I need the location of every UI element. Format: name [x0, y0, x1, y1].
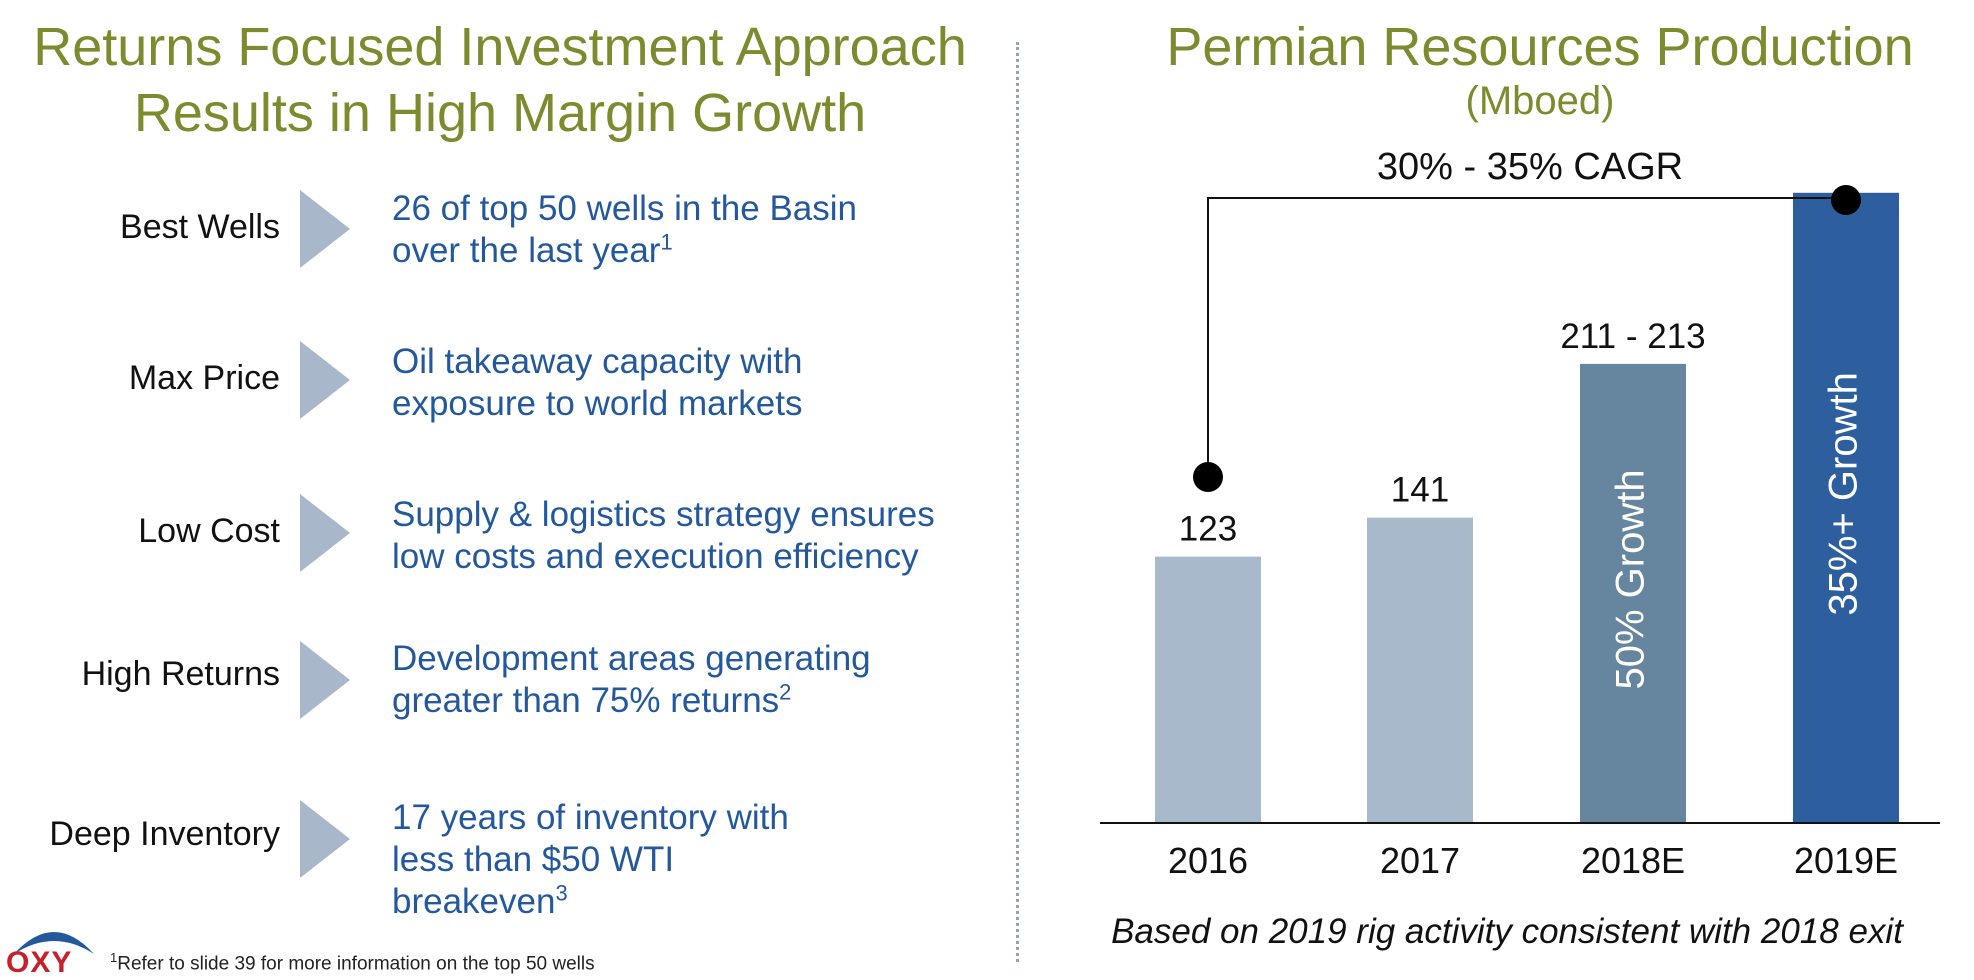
- arrow-icon: [300, 494, 350, 572]
- row-text-line: Oil takeaway capacity with: [392, 342, 803, 381]
- row-label-best-wells: Best Wells: [120, 208, 280, 246]
- footnote: 1Refer to slide 39 for more information …: [110, 950, 595, 975]
- arrow-icon: [300, 190, 350, 268]
- footnote-marker: 3: [555, 880, 568, 906]
- data-label: 211 - 213: [1560, 317, 1705, 356]
- chart-title: Permian Resources Production: [1166, 17, 1914, 77]
- cagr-bracket-line: [1207, 197, 1832, 477]
- row-text-max-price: Oil takeaway capacity with exposure to w…: [392, 341, 802, 425]
- row-label-deep-inventory: Deep Inventory: [49, 815, 280, 853]
- row-text-line: 17 years of inventory with: [392, 798, 789, 837]
- data-label: 123: [1179, 510, 1237, 549]
- footnote-marker: 1: [110, 950, 118, 965]
- row-text-high-returns: Development areas generating greater tha…: [392, 638, 871, 722]
- bracket-dot-start: [1193, 462, 1223, 492]
- row-text-line-content: breakeven: [392, 882, 556, 921]
- row-text-line: 26 of top 50 wells in the Basin: [392, 189, 858, 228]
- arrow-icon: [300, 341, 350, 419]
- row-text-line: over the last year1: [392, 230, 857, 272]
- footnote-marker: 1: [660, 229, 673, 255]
- row-text-line: exposure to world markets: [392, 384, 803, 423]
- cagr-annotation: 30% - 35% CAGR: [1376, 146, 1684, 188]
- row-text-line: greater than 75% returns2: [392, 680, 871, 722]
- arrow-icon: [300, 641, 350, 719]
- row-text-line: Development areas generating: [392, 639, 871, 678]
- logo-text: OXY: [6, 946, 73, 979]
- row-text-deep-inventory: 17 years of inventory with less than $50…: [392, 797, 789, 923]
- row-label-max-price: Max Price: [128, 359, 280, 397]
- bracket-dot-end: [1831, 185, 1861, 215]
- bar-2017: [1367, 517, 1473, 823]
- data-label: 141: [1391, 471, 1449, 510]
- row-text-best-wells: 26 of top 50 wells in the Basin over the…: [392, 188, 857, 272]
- row-label-high-returns: High Returns: [81, 655, 280, 693]
- x-tick-label: 2018E: [1581, 840, 1685, 881]
- row-text-line: less than $50 WTI: [392, 840, 675, 879]
- chart-subtitle: (Mboed): [1465, 79, 1615, 123]
- row-text-line: low costs and execution efficiency: [392, 537, 919, 576]
- footnote-text: Refer to slide 39 for more information o…: [117, 953, 595, 975]
- panel-divider: [1016, 42, 1019, 962]
- row-text-line: Supply & logistics strategy ensures: [392, 495, 935, 534]
- footnote-marker: 2: [779, 679, 792, 705]
- chart-footnote: Based on 2019 rig activity consistent wi…: [1111, 912, 1903, 951]
- row-text-line-content: greater than 75% returns: [392, 681, 780, 720]
- left-title: Returns Focused Investment Approach Resu…: [0, 14, 1000, 146]
- bar-annotation: 35%+ Growth: [1822, 372, 1866, 615]
- x-tick-label: 2017: [1380, 840, 1460, 881]
- oxy-logo-icon: [14, 932, 94, 954]
- row-text-line: breakeven3: [392, 881, 789, 923]
- bar-annotation: 50% Growth: [1609, 469, 1653, 689]
- left-title-line1: Returns Focused Investment Approach: [33, 17, 967, 77]
- bar-2018E: [1580, 363, 1686, 823]
- row-text-low-cost: Supply & logistics strategy ensures low …: [392, 494, 935, 578]
- x-tick-label: 2016: [1168, 840, 1248, 881]
- bar-2016: [1155, 556, 1261, 823]
- bar-2019E: [1793, 192, 1899, 824]
- row-label-low-cost: Low Cost: [138, 512, 280, 550]
- left-title-line2: Results in High Margin Growth: [133, 83, 867, 143]
- row-text-line-content: over the last year: [392, 231, 661, 270]
- x-tick-label: 2019E: [1794, 840, 1898, 881]
- arrow-icon: [300, 800, 350, 878]
